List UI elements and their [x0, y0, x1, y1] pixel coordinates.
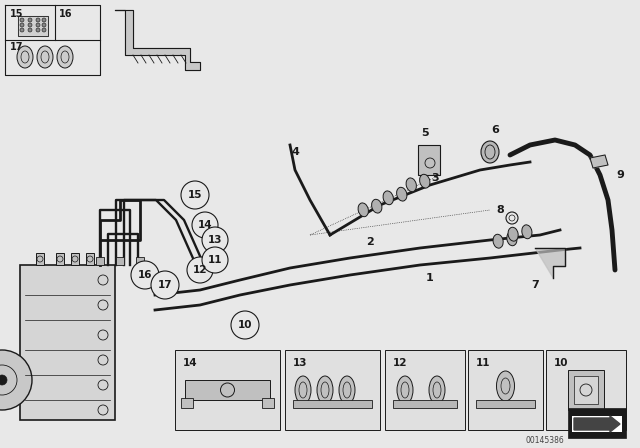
Circle shape [187, 257, 213, 283]
Bar [116, 257, 124, 265]
Text: 1: 1 [426, 273, 434, 283]
Ellipse shape [397, 376, 413, 404]
Bar [185, 380, 270, 400]
Bar [393, 400, 457, 408]
Bar [20, 265, 115, 420]
Circle shape [28, 23, 32, 27]
Text: 10: 10 [237, 320, 252, 330]
Polygon shape [18, 16, 48, 36]
Bar [574, 376, 598, 404]
Text: 2: 2 [366, 237, 374, 247]
Circle shape [0, 350, 32, 410]
Text: 7: 7 [531, 280, 539, 290]
Bar [285, 350, 380, 430]
Ellipse shape [372, 199, 382, 213]
Bar [546, 350, 626, 430]
Text: 8: 8 [496, 205, 504, 215]
Circle shape [28, 28, 32, 32]
Circle shape [181, 181, 209, 209]
Bar [86, 253, 94, 265]
Text: 12: 12 [393, 358, 408, 368]
Circle shape [192, 212, 218, 238]
Circle shape [20, 18, 24, 22]
Bar [476, 400, 535, 408]
Bar [293, 400, 372, 408]
Ellipse shape [358, 203, 369, 217]
Ellipse shape [57, 46, 73, 68]
Polygon shape [115, 10, 200, 70]
Bar [96, 257, 104, 265]
Circle shape [42, 28, 46, 32]
Polygon shape [574, 416, 620, 432]
Bar [56, 253, 64, 265]
Bar [36, 253, 44, 265]
Bar [468, 350, 543, 430]
Circle shape [151, 271, 179, 299]
Circle shape [202, 227, 228, 253]
Text: 10: 10 [554, 358, 568, 368]
Ellipse shape [420, 174, 430, 188]
Bar [568, 408, 626, 438]
Text: 16: 16 [138, 270, 152, 280]
Bar [136, 257, 144, 265]
Text: 13: 13 [208, 235, 222, 245]
Ellipse shape [493, 234, 503, 248]
Circle shape [36, 18, 40, 22]
Text: 6: 6 [491, 125, 499, 135]
Bar [262, 398, 274, 408]
Polygon shape [535, 248, 565, 278]
Circle shape [231, 311, 259, 339]
Circle shape [20, 23, 24, 27]
Circle shape [36, 28, 40, 32]
Text: 4: 4 [291, 147, 299, 157]
Ellipse shape [429, 376, 445, 404]
Text: 13: 13 [293, 358, 307, 368]
Ellipse shape [295, 376, 311, 404]
Circle shape [20, 28, 24, 32]
Ellipse shape [397, 187, 407, 201]
Ellipse shape [339, 376, 355, 404]
Ellipse shape [383, 191, 394, 205]
Bar [181, 398, 193, 408]
Circle shape [0, 375, 7, 385]
Bar [568, 370, 604, 410]
Circle shape [202, 247, 228, 273]
Ellipse shape [317, 376, 333, 404]
Text: 15: 15 [188, 190, 202, 200]
Bar [418, 145, 440, 175]
Ellipse shape [37, 46, 53, 68]
Circle shape [28, 18, 32, 22]
Text: 14: 14 [198, 220, 212, 230]
Ellipse shape [497, 371, 515, 401]
Text: 00145386: 00145386 [525, 435, 564, 444]
Circle shape [42, 23, 46, 27]
Text: 15: 15 [10, 9, 24, 19]
Bar [175, 350, 280, 430]
Text: 12: 12 [193, 265, 207, 275]
Text: 11: 11 [208, 255, 222, 265]
Circle shape [42, 18, 46, 22]
Circle shape [36, 23, 40, 27]
Text: 17: 17 [10, 42, 24, 52]
Bar [385, 350, 465, 430]
Ellipse shape [406, 178, 417, 192]
Text: 14: 14 [183, 358, 198, 368]
Circle shape [131, 261, 159, 289]
Ellipse shape [507, 232, 517, 246]
Ellipse shape [508, 227, 518, 241]
Ellipse shape [17, 46, 33, 68]
Ellipse shape [481, 141, 499, 163]
Text: 9: 9 [616, 170, 624, 180]
Text: 16: 16 [59, 9, 72, 19]
Ellipse shape [522, 225, 532, 239]
Text: 3: 3 [431, 173, 439, 183]
Bar [71, 253, 79, 265]
Text: 5: 5 [421, 128, 429, 138]
Text: 11: 11 [476, 358, 490, 368]
Polygon shape [590, 155, 608, 168]
Text: 17: 17 [157, 280, 172, 290]
Bar [572, 416, 622, 432]
